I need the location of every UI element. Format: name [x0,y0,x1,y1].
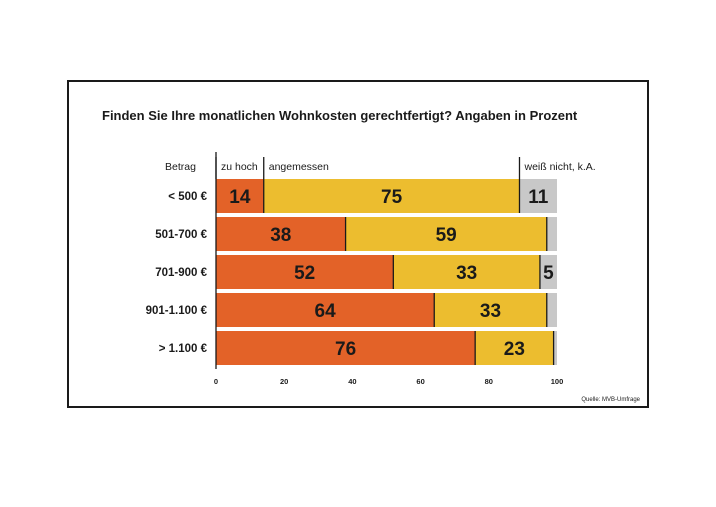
stacked-bar-chart: Finden Sie Ihre monatlichen Wohnkosten g… [102,108,641,403]
value-label: 33 [480,301,501,322]
bar-segment [553,331,557,365]
series-header-0: zu hoch [221,161,258,173]
value-label: 52 [294,263,315,284]
series-header-2: weiß nicht, k.A. [523,161,595,173]
category-label: 901-1.100 € [146,305,208,317]
series-headers: zu hoch angemessen weiß nicht, k.A. [215,157,596,179]
bar-segment [216,255,394,289]
value-label: 64 [315,301,337,322]
bar-segment [216,217,346,251]
x-tick-label: 40 [348,377,356,386]
category-label: > 1.100 € [159,343,208,355]
chart-title: Finden Sie Ihre monatlichen Wohnkosten g… [102,108,578,123]
bar-segment [519,179,557,213]
category-label: < 500 € [168,191,207,203]
bar-segment [263,179,520,213]
bar-segment [345,217,547,251]
value-label: 33 [456,263,477,284]
bar-segment [546,293,557,327]
x-axis: 0 20 40 60 80 100 [214,152,563,386]
series-header-1: angemessen [269,161,329,173]
bar-segment [546,217,557,251]
bar-segment [539,255,557,289]
bar-segment [475,331,554,365]
x-tick-label: 60 [416,377,424,386]
value-label: 14 [229,187,251,208]
bar-segment [393,255,540,289]
value-label: 38 [270,225,291,246]
value-label: 5 [543,263,554,284]
bar-segment [216,179,264,213]
category-header: Betrag [165,161,196,173]
value-label: 76 [335,339,356,360]
value-label: 59 [436,225,457,246]
x-tick-label: 80 [485,377,493,386]
bar-segment [216,331,476,365]
category-label: 501-700 € [155,229,207,241]
value-label: 23 [504,339,525,360]
chart-frame: Finden Sie Ihre monatlichen Wohnkosten g… [67,80,649,408]
value-label: 75 [381,187,403,208]
value-label: 11 [528,187,549,208]
bar-segment [434,293,547,327]
bars: < 500 € 14 75 11 501-700 € 38 59 701-900 € 52 33 5… [146,179,557,365]
x-tick-label: 0 [214,377,218,386]
source-note: Quelle: MVB-Umfrage [581,397,640,403]
x-tick-label: 100 [551,377,564,386]
x-tick-label: 20 [280,377,288,386]
category-label: 701-900 € [155,267,207,279]
bar-segment [216,293,435,327]
